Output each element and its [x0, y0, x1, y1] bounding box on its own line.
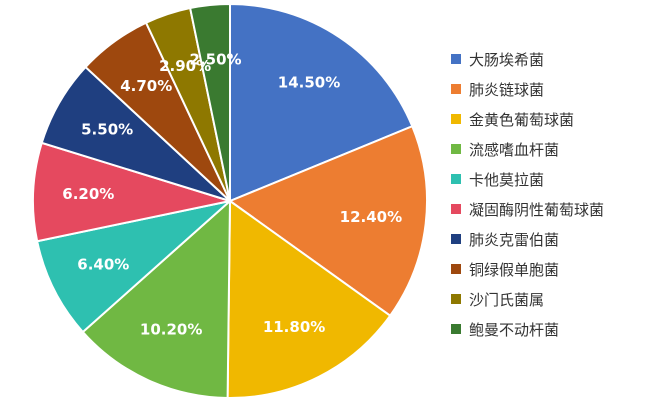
- pie-data-label: 14.50%: [278, 74, 340, 92]
- pie-slice: [229, 2, 414, 203]
- pie-slice: [227, 124, 428, 318]
- legend-swatch: [451, 84, 461, 94]
- legend-label: 肺炎链球菌: [469, 80, 545, 99]
- legend-item: 流感嗜血杆菌: [451, 134, 604, 164]
- pie-slice: [35, 199, 234, 334]
- legend-label: 沙门氏菌属: [469, 290, 545, 309]
- pie-data-label: 2.90%: [159, 57, 211, 75]
- legend-swatch: [451, 174, 461, 184]
- pie-data-label: 10.20%: [140, 321, 202, 339]
- legend-swatch: [451, 114, 461, 124]
- legend-label: 大肠埃希菌: [469, 50, 545, 69]
- pie-slice: [32, 141, 231, 243]
- legend-swatch: [451, 294, 461, 304]
- pie-data-label: 2.50%: [190, 50, 242, 68]
- legend-item: 铜绿假单胞菌: [451, 254, 604, 284]
- legend-item: 鲍曼不动杆菌: [451, 314, 604, 344]
- legend-swatch: [451, 54, 461, 64]
- legend-swatch: [451, 234, 461, 244]
- legend-label: 金黄色葡萄球菌: [469, 110, 575, 129]
- legend-label: 流感嗜血杆菌: [469, 140, 560, 159]
- legend-swatch: [451, 264, 461, 274]
- legend-item: 沙门氏菌属: [451, 284, 604, 314]
- legend-label: 鲍曼不动杆菌: [469, 320, 560, 339]
- legend-label: 肺炎克雷伯菌: [469, 230, 560, 249]
- legend-swatch: [451, 204, 461, 214]
- pie-slices: [32, 2, 428, 399]
- legend-item: 大肠埃希菌: [451, 44, 604, 74]
- pie-slice: [188, 2, 231, 202]
- legend-swatch: [451, 144, 461, 154]
- pie-slice: [81, 198, 232, 399]
- pie-data-label: 6.20%: [62, 185, 114, 203]
- pie-data-labels: 14.50% 12.40% 11.80% 10.20% 6.40% 6.20% 5.50% 4…: [62, 50, 402, 338]
- pie-data-label: 11.80%: [263, 318, 325, 336]
- legend-label: 铜绿假单胞菌: [469, 260, 560, 279]
- legend-item: 金黄色葡萄球菌: [451, 104, 604, 134]
- pie-data-label: 5.50%: [81, 121, 133, 139]
- pie-slice: [226, 199, 392, 399]
- legend-item: 肺炎克雷伯菌: [451, 224, 604, 254]
- legend-label: 凝固酶阴性葡萄球菌: [469, 200, 605, 219]
- legend: 大肠埃希菌肺炎链球菌金黄色葡萄球菌 流感嗜血杆菌 卡他莫拉菌凝固酶阴性葡萄球菌 肺炎克…: [451, 44, 604, 344]
- legend-item: 凝固酶阴性葡萄球菌: [451, 194, 604, 224]
- legend-item: 肺炎链球菌: [451, 74, 604, 104]
- pie-data-label: 4.70%: [120, 77, 172, 95]
- legend-label: 卡他莫拉菌: [469, 170, 545, 189]
- legend-item: 卡他莫拉菌: [451, 164, 604, 194]
- pie-data-label: 12.40%: [340, 208, 402, 226]
- legend-swatch: [451, 324, 461, 334]
- pie-data-label: 6.40%: [77, 255, 129, 273]
